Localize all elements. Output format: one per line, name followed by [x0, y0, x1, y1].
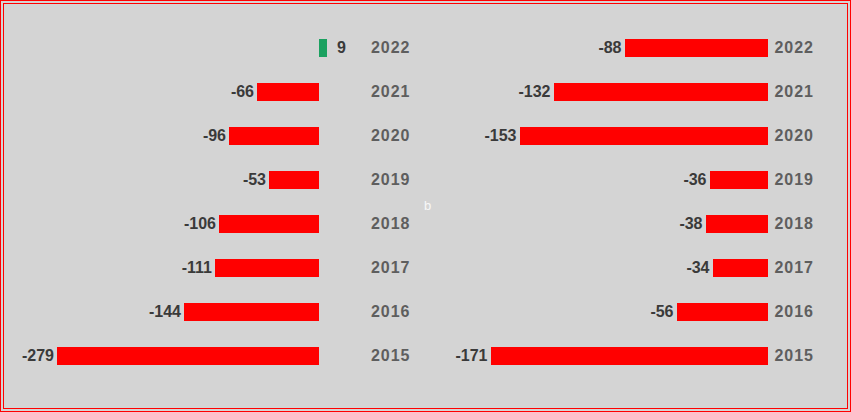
year-label: 2021: [365, 83, 426, 101]
year-label: 2018: [768, 215, 847, 233]
bar: [710, 171, 768, 189]
bar-row: -88 2022: [426, 26, 848, 70]
year-label: 2022: [768, 39, 847, 57]
bar: [257, 83, 319, 101]
negative-zone: -88: [426, 39, 768, 57]
bar: [677, 303, 768, 321]
value-label: -88: [598, 39, 621, 57]
year-label: 2015: [768, 347, 847, 365]
bar-row: -106 2018: [4, 202, 426, 246]
bar-row: -56 2016: [426, 290, 848, 334]
bar-row: -66 2021: [4, 70, 426, 114]
chart-frame: 9 2022 -66 2021 -96 2020 -53 2019 -106 2: [0, 0, 851, 412]
chart-right: -88 2022 -132 2021 -153 2020 -36 2019 -3…: [426, 26, 848, 408]
negative-zone: -132: [426, 83, 768, 101]
bar-row: -34 2017: [426, 246, 848, 290]
bar: [215, 259, 319, 277]
bar: [554, 83, 768, 101]
value-label: 9: [337, 39, 346, 57]
negative-zone: -153: [426, 127, 768, 145]
negative-zone: -66: [4, 83, 319, 101]
negative-zone: -34: [426, 259, 768, 277]
bar-row: -144 2016: [4, 290, 426, 334]
bar-row: -38 2018: [426, 202, 848, 246]
year-label: 2018: [365, 215, 426, 233]
bar: [269, 171, 319, 189]
value-label: -36: [683, 171, 706, 189]
bar: [520, 127, 768, 145]
value-label: -111: [182, 259, 212, 277]
bar-row: 9 2022: [4, 26, 426, 70]
year-label: 2016: [365, 303, 426, 321]
value-label: -144: [149, 303, 181, 321]
watermark-letter: b: [424, 198, 431, 213]
bar-row: -36 2019: [426, 158, 848, 202]
bar: [491, 347, 768, 365]
bar: [706, 215, 768, 233]
negative-zone: -56: [426, 303, 768, 321]
value-label: -279: [22, 347, 54, 365]
year-label: 2020: [768, 127, 847, 145]
bar-row: -96 2020: [4, 114, 426, 158]
negative-zone: -144: [4, 303, 319, 321]
value-label: -34: [686, 259, 709, 277]
bar-row: -132 2021: [426, 70, 848, 114]
value-label: -171: [455, 347, 487, 365]
negative-zone: -171: [426, 347, 768, 365]
bar: [57, 347, 319, 365]
year-label: 2015: [365, 347, 426, 365]
negative-zone: -36: [426, 171, 768, 189]
year-label: 2019: [768, 171, 847, 189]
value-label: -153: [484, 127, 516, 145]
chart-left: 9 2022 -66 2021 -96 2020 -53 2019 -106 2: [4, 26, 426, 408]
bar: [219, 215, 319, 233]
bar-row: -171 2015: [426, 334, 848, 378]
negative-zone: -111: [4, 259, 319, 277]
bar: [184, 303, 319, 321]
bar: [713, 259, 768, 277]
negative-zone: -96: [4, 127, 319, 145]
value-label: -66: [231, 83, 254, 101]
positive-zone: 9: [319, 39, 365, 57]
value-label: -132: [518, 83, 550, 101]
year-label: 2017: [365, 259, 426, 277]
negative-zone: -279: [4, 347, 319, 365]
bar: [625, 39, 768, 57]
year-label: 2016: [768, 303, 847, 321]
value-label: -106: [184, 215, 216, 233]
year-label: 2022: [365, 39, 426, 57]
bar: [319, 39, 327, 57]
bar-row: -111 2017: [4, 246, 426, 290]
negative-zone: -106: [4, 215, 319, 233]
bar: [229, 127, 319, 145]
value-label: -96: [203, 127, 226, 145]
bar-row: -153 2020: [426, 114, 848, 158]
bar-row: -279 2015: [4, 334, 426, 378]
year-label: 2020: [365, 127, 426, 145]
value-label: -56: [650, 303, 673, 321]
value-label: -38: [679, 215, 702, 233]
negative-zone: -38: [426, 215, 768, 233]
value-label: -53: [243, 171, 266, 189]
negative-zone: -53: [4, 171, 319, 189]
year-label: 2021: [768, 83, 847, 101]
year-label: 2019: [365, 171, 426, 189]
year-label: 2017: [768, 259, 847, 277]
bar-row: -53 2019: [4, 158, 426, 202]
